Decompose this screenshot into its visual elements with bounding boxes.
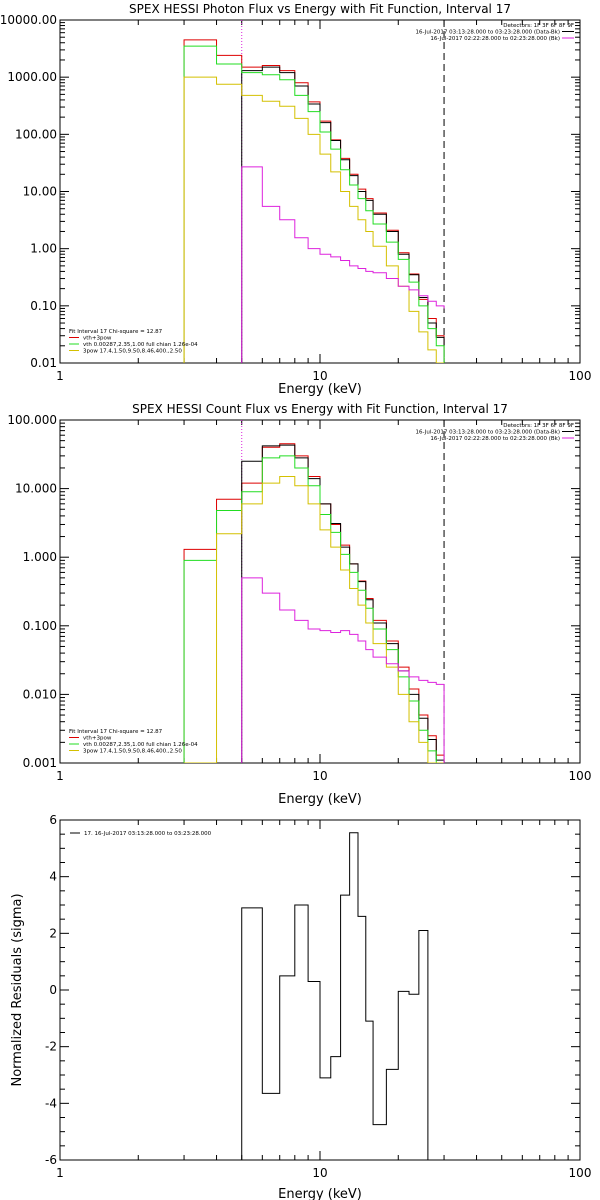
resid-y-tick-label: -2 (45, 1040, 57, 1054)
resid-legend-entry: 17. 16-Jul-2017 03:13:28.000 to 03:23:28… (84, 831, 212, 837)
photon-panel: SPEX HESSI Photon Flux vs Energy with Fi… (0, 2, 591, 397)
photon-legend-header: Detectors: 1F 3F 6F 8F 9F (503, 23, 574, 29)
resid-x-tick-label: 100 (569, 1166, 592, 1180)
photon-series-group (183, 39, 445, 363)
count-legend-header: Detectors: 1F 3F 6F 8F 9F (503, 423, 574, 429)
photon-legend-entry: 16-Jul-2017 03:13:28.000 to 03:23:28.000… (416, 30, 561, 36)
photon-x-axis-label: Energy (keV) (278, 382, 362, 397)
photon-y-tick-label: 1000.00 (7, 70, 57, 84)
count-title: SPEX HESSI Count Flux vs Energy with Fit… (132, 402, 508, 416)
count-legend-entry: 3pow 17.4,1.50,9.50,8.46,400.,2.50 (83, 749, 182, 755)
photon-ticks (59, 20, 580, 364)
count-y-tick-label: 1.000 (23, 550, 57, 564)
resid-y-tick-label: 0 (49, 983, 57, 997)
resid-y-tick-label: 4 (49, 870, 57, 884)
count-legend-entry: 16-Jul-2017 02:22:28.000 to 02:23:28.000… (430, 436, 560, 442)
photon-y-tick-label: 1.00 (30, 242, 57, 256)
count-y-tick-label: 0.100 (23, 619, 57, 633)
count-legend-bottom-left: Fit Interval 17 Chi-square = 12.87vth+3p… (69, 729, 198, 755)
count-series-bk (241, 577, 445, 763)
count-y-tick-label: 0.001 (23, 756, 57, 770)
resid-y-axis-label: Normalized Residuals (sigma) (10, 893, 25, 1086)
photon-x-tick-label: 1 (56, 369, 64, 383)
photon-title: SPEX HESSI Photon Flux vs Energy with Fi… (129, 2, 511, 16)
count-y-tick-label: 0.010 (23, 687, 57, 701)
resid-y-tick-label: -6 (45, 1153, 57, 1167)
count-ticks (59, 420, 580, 764)
photon-series-vth (183, 45, 445, 363)
resid-series-residuals (241, 832, 429, 1160)
count-x-tick-label: 100 (569, 769, 592, 783)
resid-y-tick-label: 6 (49, 813, 57, 827)
count-series-3pow (184, 476, 445, 763)
resid-x-tick-label: 1 (56, 1166, 64, 1180)
resid-ticks (59, 819, 580, 1161)
resid-y-tick-label: 2 (49, 926, 57, 940)
count-series-group (183, 443, 445, 763)
photon-y-tick-label: 10000.00 (0, 13, 57, 27)
count-legend-header: Fit Interval 17 Chi-square = 12.87 (69, 729, 163, 735)
resid-x-tick-label: 10 (312, 1166, 327, 1180)
count-x-tick-label: 1 (56, 769, 64, 783)
resid-x-axis-label: Energy (keV) (278, 1187, 362, 1200)
photon-legend-header: Fit Interval 17 Chi-square = 12.87 (69, 329, 163, 335)
count-legend-entry: vth 0.00287,2.35,1.00 full chian 1.26e-0… (83, 742, 198, 748)
count-y-tick-label: 10.000 (15, 482, 57, 496)
resid-series-group (241, 832, 429, 1160)
count-x-tick-label: 10 (312, 769, 327, 783)
photon-series-bk (241, 166, 445, 363)
count-x-axis-label: Energy (keV) (278, 792, 362, 807)
photon-x-tick-label: 100 (569, 369, 592, 383)
photon-legend-entry: 3pow 17.4,1.50,9.50,8.46,400.,2.50 (83, 349, 182, 355)
photon-series-3pow (183, 76, 445, 363)
photon-y-tick-label: 0.01 (30, 356, 57, 370)
photon-legend-entry: 16-Jul-2017 02:22:28.000 to 02:23:28.000… (430, 36, 560, 42)
count-legend-entry: vth+3pow (83, 736, 112, 742)
count-series-vth (183, 455, 445, 763)
photon-y-tick-label: 10.00 (23, 185, 57, 199)
resid-panel: Energy (keV) Normalized Residuals (sigma)… (10, 813, 591, 1200)
count-y-tick-label: 100.000 (7, 413, 57, 427)
photon-x-tick-label: 10 (312, 369, 327, 383)
photon-y-tick-label: 0.10 (30, 299, 57, 313)
photon-y-tick-label: 100.00 (15, 127, 57, 141)
photon-legend-bottom-left: Fit Interval 17 Chi-square = 12.87vth+3p… (69, 329, 198, 355)
count-panel: SPEX HESSI Count Flux vs Energy with Fit… (7, 402, 591, 807)
photon-legend-entry: vth 0.00287,2.35,1.00 full chian 1.26e-0… (83, 342, 198, 348)
photon-legend-entry: vth+3pow (83, 336, 112, 342)
resid-legend-top-left: 17. 16-Jul-2017 03:13:28.000 to 03:23:28… (70, 831, 212, 837)
resid-y-tick-label: -4 (45, 1096, 57, 1110)
count-legend-entry: 16-Jul-2017 03:13:28.000 to 03:23:28.000… (416, 430, 561, 436)
